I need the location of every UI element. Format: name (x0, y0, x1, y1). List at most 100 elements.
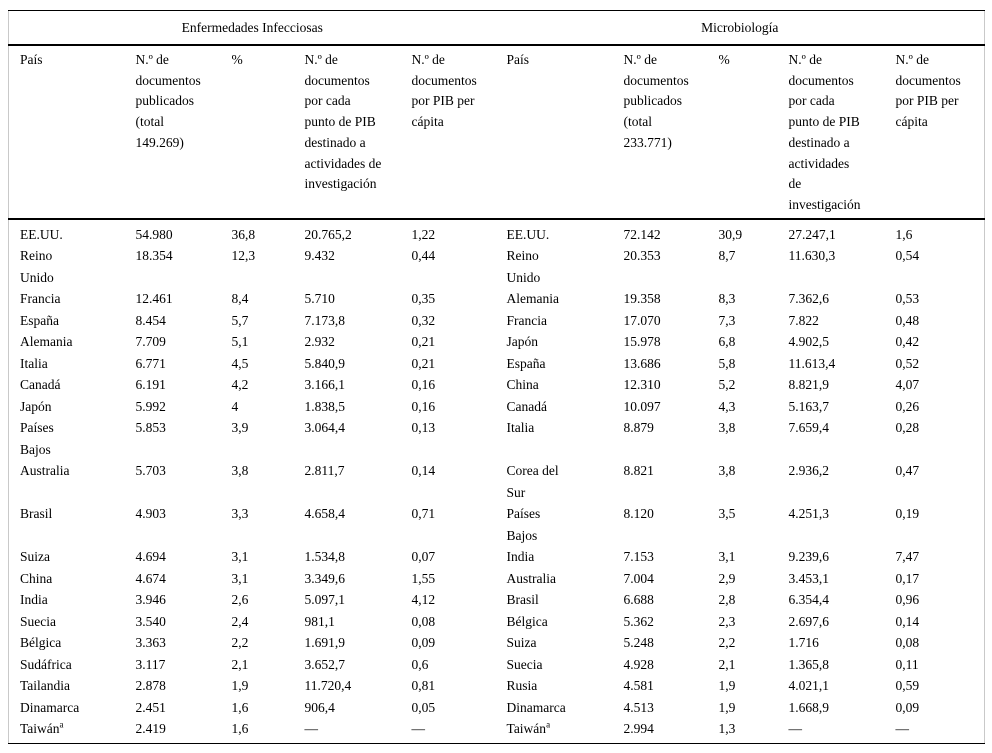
table-row: EE.UU. 54.980 36,8 20.765,2 1,22 EE.UU. 72.142… (9, 219, 985, 246)
cell-left-docs-per-gdp-point: 3.349,6 (304, 570, 346, 586)
column-header-row: País N.º de documentos publicados (total … (8, 45, 985, 220)
cell-left-docs-per-gdp-point: 906,4 (304, 699, 335, 715)
cell-right-country: Corea del Sur (506, 463, 559, 500)
cell-right-percent: 3,5 (718, 506, 736, 522)
table-row: España 8.454 5,7 7.173,8 0,32 Francia 17.070 7,… (9, 310, 985, 332)
cell-left-percent: 2,4 (231, 613, 249, 629)
cell-right-docs-per-gdp-capita: 7,47 (895, 549, 920, 565)
cell-left-percent: 5,7 (231, 312, 249, 328)
cell-left-docs-per-gdp-capita: 0,14 (411, 463, 436, 479)
cell-left-docs-per-gdp-capita: 0,21 (411, 334, 436, 350)
cell-left-percent: 3,9 (231, 420, 249, 436)
cell-left-docs-per-gdp-point: 3.064,4 (304, 420, 346, 436)
col-header-left-docs-per-gdp-capita: N.º de documentos por PIB per cápita (400, 45, 496, 220)
cell-left-docs-published: 3.540 (135, 613, 166, 629)
cell-right-docs-per-gdp-capita: 0,08 (895, 635, 920, 651)
cell-left-docs-per-gdp-point: — (293, 718, 401, 744)
cell-right-percent: 2,2 (718, 635, 736, 651)
cell-left-percent: 36,8 (231, 226, 256, 242)
col-header-right-docs-per-gdp-point: N.º de documentos por cada punto de PIB … (777, 45, 885, 220)
cell-left-docs-per-gdp-capita: 4,12 (411, 592, 436, 608)
table-row: Canadá 6.191 4,2 3.166,1 0,16 China 12.310 5,2 8… (9, 374, 985, 396)
cell-right-percent: 3,8 (718, 420, 736, 436)
cell-right-docs-per-gdp-point: 4.251,3 (788, 506, 830, 522)
cell-left-docs-per-gdp-capita: 1,55 (411, 570, 436, 586)
cell-left-docs-published: 4.903 (135, 506, 166, 522)
cell-right-percent: 8,3 (718, 291, 736, 307)
cell-left-docs-published: 18.354 (135, 248, 173, 264)
table-row: China 4.674 3,1 3.349,6 1,55 Australia 7.004 2,… (9, 568, 985, 590)
cell-left-country: Alemania (20, 334, 73, 350)
cell-left-docs-per-gdp-capita: 0,81 (411, 678, 436, 694)
cell-left-percent: 1,9 (231, 678, 249, 694)
cell-right-docs-per-gdp-point: 1.716 (788, 635, 819, 651)
table-row: Suecia 3.540 2,4 981,1 0,08 Bélgica 5.362 2,3 2.… (9, 611, 985, 633)
group-header-microbiology: Microbiología (495, 10, 985, 46)
cell-left-docs-published: 6.191 (135, 377, 166, 393)
cell-right-docs-per-gdp-point: 7.659,4 (788, 420, 830, 436)
cell-right-country: Taiwána (495, 718, 613, 744)
cell-right-docs-published: 5.362 (623, 613, 654, 629)
cell-right-docs-published: 4.581 (623, 678, 654, 694)
cell-left-docs-published: 2.878 (135, 678, 166, 694)
cell-left-docs-per-gdp-point: 11.720,4 (304, 678, 352, 694)
cell-left-percent: 12,3 (231, 248, 256, 264)
cell-right-docs-per-gdp-point: 3.453,1 (788, 570, 830, 586)
cell-left-country: Reino Unido (20, 248, 54, 285)
cell-right-docs-per-gdp-capita: 0,17 (895, 570, 920, 586)
cell-left-country: Suiza (20, 549, 50, 565)
cell-right-docs-published: 17.070 (623, 312, 661, 328)
cell-right-docs-per-gdp-point: 9.239,6 (788, 549, 830, 565)
table-row: Alemania 7.709 5,1 2.932 0,21 Japón 15.978 6,8 4… (9, 331, 985, 353)
table-row: Tailandia 2.878 1,9 11.720,4 0,81 Rusia 4.581 1… (9, 675, 985, 697)
cell-right-docs-per-gdp-capita: 0,52 (895, 355, 920, 371)
cell-right-docs-published: 8.120 (623, 506, 654, 522)
cell-right-docs-per-gdp-capita: 4,07 (895, 377, 920, 393)
cell-right-docs-published: 8.821 (623, 463, 654, 479)
cell-right-country: China (506, 377, 539, 393)
cell-left-country: EE.UU. (20, 226, 63, 242)
cell-left-docs-per-gdp-point: 7.173,8 (304, 312, 346, 328)
cell-right-docs-published: 20.353 (623, 248, 661, 264)
col-header-right-percent: % (707, 45, 778, 220)
cell-left-percent: 4,5 (231, 355, 249, 371)
cell-left-percent: 5,1 (231, 334, 249, 350)
table-row: Brasil 4.903 3,3 4.658,4 0,71 Países Bajos 8.1… (9, 503, 985, 546)
cell-left-docs-published: 3.946 (135, 592, 166, 608)
cell-right-docs-per-gdp-point: 27.247,1 (788, 226, 836, 242)
cell-left-docs-published: 7.709 (135, 334, 166, 350)
table-row: Francia 12.461 8,4 5.710 0,35 Alemania 19.358 8… (9, 288, 985, 310)
cell-left-country: India (20, 592, 48, 608)
col-header-left-percent: % (220, 45, 294, 220)
cell-right-percent: 1,9 (718, 699, 736, 715)
cell-right-docs-per-gdp-capita: 0,59 (895, 678, 920, 694)
cell-left-docs-per-gdp-capita: 0,07 (411, 549, 436, 565)
cell-left-percent: 2,6 (231, 592, 249, 608)
table-row: India 3.946 2,6 5.097,1 4,12 Brasil 6.688 2,8 6.… (9, 589, 985, 611)
cell-right-percent: 8,7 (718, 248, 736, 264)
cell-right-docs-per-gdp-point: 1.668,9 (788, 699, 830, 715)
cell-left-docs-published: 2.419 (124, 718, 221, 744)
cell-left-percent: 3,1 (231, 549, 249, 565)
table-row: Australia 5.703 3,8 2.811,7 0,14 Corea del Su… (9, 460, 985, 503)
cell-left-country: Países Bajos (20, 420, 54, 457)
cell-left-docs-published: 54.980 (135, 226, 173, 242)
cell-right-country: Brasil (506, 592, 539, 608)
cell-right-docs-per-gdp-capita: 0,28 (895, 420, 920, 436)
cell-right-percent: 2,9 (718, 570, 736, 586)
cell-left-docs-published: 6.771 (135, 355, 166, 371)
col-header-right-docs-per-gdp-capita: N.º de documentos por PIB per cápita (884, 45, 985, 220)
cell-left-docs-per-gdp-capita: 0,32 (411, 312, 436, 328)
cell-left-docs-published: 3.363 (135, 635, 166, 651)
cell-right-docs-per-gdp-point: 11.613,4 (788, 355, 836, 371)
cell-right-country: Suecia (506, 656, 543, 672)
table-row: Japón 5.992 4 1.838,5 0,16 Canadá 10.097 4,3 5.1… (9, 396, 985, 418)
table-row: Países Bajos 5.853 3,9 3.064,4 0,13 Italia 8.8… (9, 417, 985, 460)
cell-right-country: India (506, 549, 535, 565)
cell-right-docs-published: 7.004 (623, 570, 654, 586)
table-row: Bélgica 3.363 2,2 1.691,9 0,09 Suiza 5.248 2,2 1… (9, 632, 985, 654)
cell-right-docs-per-gdp-point: 4.021,1 (788, 678, 830, 694)
cell-right-docs-published: 4.513 (623, 699, 654, 715)
cell-right-docs-per-gdp-point: 7.822 (788, 312, 819, 328)
cell-left-percent: 3,3 (231, 506, 249, 522)
